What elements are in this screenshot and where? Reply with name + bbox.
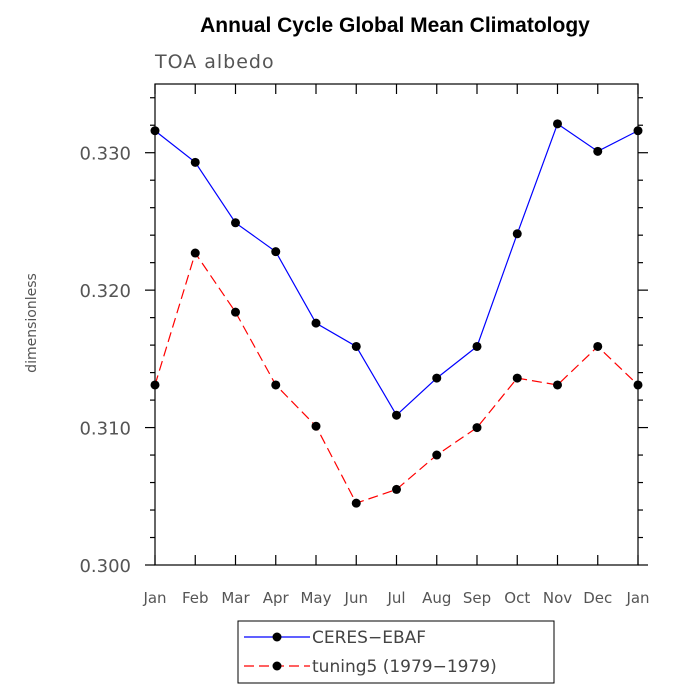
series-0 bbox=[150, 119, 643, 420]
data-point bbox=[432, 450, 442, 460]
data-point bbox=[633, 380, 643, 390]
x-tick-label: Jan bbox=[625, 589, 649, 607]
y-tick-labels: 0.300 0.310 0.320 0.330 bbox=[79, 144, 131, 577]
data-point bbox=[231, 218, 240, 228]
x-tick-label: May bbox=[300, 589, 331, 607]
y-tick-label: 0.310 bbox=[79, 419, 131, 440]
data-point bbox=[392, 484, 401, 494]
x-tick-label: Sep bbox=[463, 589, 491, 607]
series-line bbox=[154, 122, 639, 417]
x-tick-label: Jul bbox=[386, 589, 405, 607]
data-point bbox=[190, 157, 200, 167]
data-point bbox=[593, 146, 603, 156]
x-tick-label: Mar bbox=[221, 589, 250, 607]
series-line bbox=[154, 251, 639, 504]
x-tick-label: Feb bbox=[182, 589, 209, 607]
legend-marker-tuning5 bbox=[272, 661, 282, 671]
x-tick-label: Oct bbox=[504, 589, 530, 607]
legend-marker-ceres bbox=[272, 632, 282, 642]
y-axis-label: dimensionless bbox=[24, 273, 40, 373]
data-point bbox=[512, 229, 522, 239]
y-tick-label: 0.320 bbox=[79, 281, 131, 302]
data-point bbox=[512, 373, 522, 383]
chart-subtitle: TOA albedo bbox=[154, 51, 275, 73]
data-point bbox=[593, 341, 603, 351]
y-tick-label: 0.300 bbox=[79, 556, 131, 577]
data-point bbox=[311, 318, 321, 328]
x-tick-label: Jan bbox=[142, 589, 166, 607]
chart-title: Annual Cycle Global Mean Climatology bbox=[200, 14, 590, 37]
data-point bbox=[432, 373, 442, 383]
data-point bbox=[150, 380, 160, 390]
data-point bbox=[351, 498, 361, 508]
x-tick-label: Nov bbox=[543, 589, 572, 607]
x-tick-labels: Jan Feb Mar Apr May Jun Jul Aug Sep Oct Nov Dec Jan bbox=[142, 589, 649, 607]
legend-label-tuning5: tuning5 (1979−1979) bbox=[312, 657, 497, 677]
data-point bbox=[190, 248, 200, 258]
data-point bbox=[150, 126, 160, 136]
series-layer bbox=[150, 119, 643, 508]
x-tick-label: Aug bbox=[422, 589, 451, 607]
data-point bbox=[633, 126, 643, 136]
series-1 bbox=[150, 248, 643, 508]
x-tick-label: Jun bbox=[344, 589, 368, 607]
x-tick-label: Apr bbox=[263, 589, 290, 607]
data-point bbox=[231, 307, 240, 317]
data-point bbox=[472, 423, 482, 433]
y-tick-label: 0.330 bbox=[79, 144, 131, 165]
data-point bbox=[472, 341, 482, 351]
axis-ticks bbox=[145, 84, 648, 566]
data-point bbox=[553, 380, 562, 390]
data-point bbox=[311, 421, 321, 431]
data-point bbox=[271, 247, 281, 257]
legend: CERES−EBAF tuning5 (1979−1979) bbox=[237, 620, 555, 684]
x-tick-label: Dec bbox=[583, 589, 612, 607]
legend-label-ceres: CERES−EBAF bbox=[312, 628, 426, 648]
data-point bbox=[271, 380, 281, 390]
data-point bbox=[392, 410, 401, 420]
data-point bbox=[351, 341, 361, 351]
data-point bbox=[553, 119, 562, 129]
legend-box bbox=[237, 620, 555, 684]
